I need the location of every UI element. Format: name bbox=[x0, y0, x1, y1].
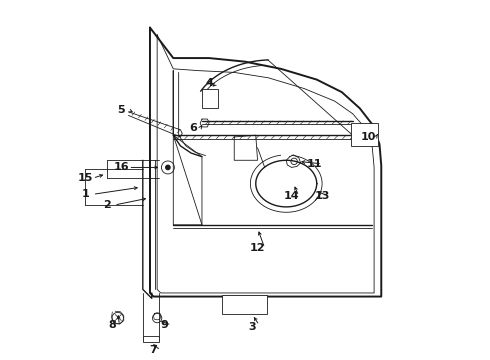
Text: 15: 15 bbox=[78, 173, 93, 183]
Circle shape bbox=[166, 165, 170, 170]
Bar bbox=[261, 298, 266, 312]
Text: 14: 14 bbox=[284, 191, 299, 201]
Bar bbox=[247, 298, 251, 312]
Text: 6: 6 bbox=[189, 123, 197, 133]
Bar bbox=[225, 298, 230, 312]
Text: 9: 9 bbox=[160, 320, 168, 330]
Text: 13: 13 bbox=[315, 191, 330, 201]
Text: 4: 4 bbox=[205, 78, 213, 88]
Bar bbox=[351, 123, 378, 146]
Bar bbox=[232, 298, 237, 312]
Text: 7: 7 bbox=[149, 345, 157, 355]
Text: 3: 3 bbox=[248, 322, 256, 332]
Text: 16: 16 bbox=[114, 162, 129, 172]
Text: 11: 11 bbox=[307, 159, 323, 169]
Text: 2: 2 bbox=[103, 200, 111, 210]
Text: 5: 5 bbox=[118, 105, 125, 115]
Text: 12: 12 bbox=[250, 243, 265, 253]
Bar bbox=[143, 336, 159, 342]
Text: 10: 10 bbox=[361, 132, 376, 142]
Bar bbox=[221, 295, 267, 315]
Bar bbox=[202, 89, 218, 108]
Bar bbox=[240, 298, 244, 312]
Text: 1: 1 bbox=[81, 189, 89, 199]
Bar bbox=[254, 298, 258, 312]
Text: 8: 8 bbox=[108, 320, 116, 330]
